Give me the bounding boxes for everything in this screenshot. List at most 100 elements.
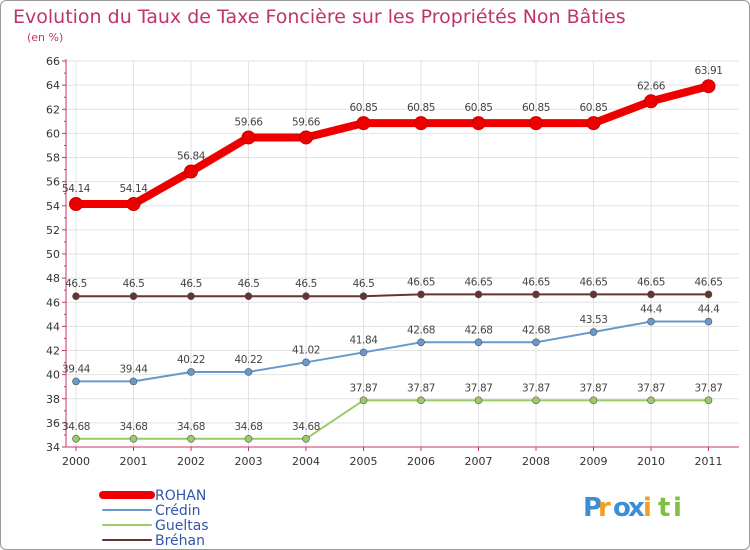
data-point bbox=[417, 290, 425, 299]
data-point bbox=[414, 116, 428, 131]
data-label: 34.68 bbox=[292, 421, 320, 433]
data-point bbox=[359, 348, 368, 357]
data-label: 59.66 bbox=[234, 116, 263, 128]
legend-label: Crédin bbox=[155, 503, 201, 519]
data-label: 37.87 bbox=[522, 382, 550, 394]
legend-label: Gueltas bbox=[155, 518, 209, 534]
data-label: 39.44 bbox=[119, 363, 148, 375]
data-label: 37.87 bbox=[464, 382, 492, 394]
data-label: 60.85 bbox=[579, 102, 607, 114]
data-point bbox=[647, 396, 655, 405]
data-label: 43.53 bbox=[579, 314, 607, 326]
y-tick-label: 44 bbox=[46, 320, 60, 333]
x-tick-label: 2003 bbox=[235, 455, 263, 468]
data-point bbox=[417, 338, 425, 347]
data-label: 41.84 bbox=[349, 334, 378, 346]
x-tick-label: 2000 bbox=[62, 455, 90, 468]
logo-letter: i bbox=[673, 493, 682, 523]
data-point bbox=[126, 197, 141, 212]
data-label: 34.68 bbox=[234, 421, 262, 433]
data-point bbox=[69, 197, 83, 212]
data-label: 46.65 bbox=[579, 276, 607, 288]
data-point bbox=[532, 290, 540, 299]
data-label: 46.5 bbox=[353, 278, 375, 290]
data-point bbox=[187, 434, 195, 443]
data-point bbox=[471, 116, 486, 131]
data-point bbox=[299, 130, 313, 145]
data-point bbox=[72, 377, 80, 386]
data-label: 46.65 bbox=[522, 276, 550, 288]
data-label: 41.02 bbox=[292, 344, 320, 356]
data-point bbox=[244, 368, 253, 376]
data-point bbox=[129, 434, 138, 443]
y-tick-label: 56 bbox=[46, 176, 60, 189]
value-labels: 34.68 34.68 34.68 34.68 34.68 37.87 37.87 37.87… bbox=[62, 65, 723, 433]
data-label: 46.65 bbox=[407, 276, 435, 288]
y-tick-label: 36 bbox=[46, 417, 60, 430]
data-point bbox=[589, 290, 598, 299]
x-tick-label: 2010 bbox=[637, 455, 665, 468]
y-tick-label: 42 bbox=[46, 345, 60, 358]
data-point bbox=[589, 396, 598, 405]
data-point bbox=[586, 116, 601, 131]
data-label: 46.5 bbox=[238, 278, 260, 290]
data-label: 40.22 bbox=[177, 354, 205, 366]
logo-letter: r bbox=[598, 493, 611, 523]
data-label: 59.66 bbox=[292, 116, 321, 128]
y-tick-label: 40 bbox=[46, 369, 60, 382]
data-label: 37.87 bbox=[407, 382, 435, 394]
x-tick-label: 2004 bbox=[292, 455, 320, 468]
data-point bbox=[302, 292, 310, 301]
y-tick-label: 38 bbox=[46, 393, 60, 406]
data-label: 44.4 bbox=[640, 304, 662, 316]
data-label: 60.85 bbox=[407, 102, 435, 114]
y-tick-label: 62 bbox=[46, 103, 60, 116]
chart-title: Evolution du Taux de Taxe Foncière sur l… bbox=[13, 6, 626, 28]
data-label: 46.5 bbox=[295, 278, 317, 290]
data-label: 34.68 bbox=[177, 421, 205, 433]
data-label: 42.68 bbox=[407, 324, 435, 336]
series-line-bréhan bbox=[75, 293, 710, 298]
y-tick-label: 48 bbox=[46, 272, 60, 285]
data-point bbox=[532, 338, 540, 347]
y-tick-label: 52 bbox=[46, 224, 60, 237]
data-label: 56.84 bbox=[177, 150, 206, 162]
data-point bbox=[704, 396, 713, 405]
data-point bbox=[359, 292, 368, 301]
data-label: 54.14 bbox=[62, 183, 91, 195]
y-tick-label: 50 bbox=[46, 248, 60, 261]
data-label: 37.87 bbox=[579, 382, 607, 394]
data-point bbox=[244, 434, 253, 443]
y-tick-label: 60 bbox=[46, 127, 60, 140]
logo-letter: o bbox=[613, 493, 631, 523]
data-point bbox=[356, 116, 371, 131]
data-point bbox=[187, 368, 195, 376]
data-label: 39.44 bbox=[62, 363, 91, 375]
y-tick-label: 64 bbox=[46, 79, 60, 92]
axes: 34 36 38 40 42 44 46 48 50 52 54 56 58 60 62 64 66 2000 20… bbox=[46, 55, 739, 468]
data-label: 60.85 bbox=[349, 102, 377, 114]
legend-label: ROHAN bbox=[155, 488, 206, 504]
data-point bbox=[704, 317, 713, 326]
y-tick-label: 54 bbox=[46, 200, 60, 213]
data-point bbox=[701, 79, 716, 94]
y-tick-label: 58 bbox=[46, 152, 60, 165]
data-point bbox=[704, 290, 713, 299]
series-group bbox=[69, 79, 716, 443]
data-label: 54.14 bbox=[119, 183, 148, 195]
legend-label: Bréhan bbox=[155, 533, 205, 549]
data-label: 46.65 bbox=[464, 276, 492, 288]
data-label: 63.91 bbox=[694, 65, 722, 77]
y-tick-label: 46 bbox=[46, 296, 60, 309]
data-label: 46.65 bbox=[637, 276, 665, 288]
data-label: 62.66 bbox=[637, 80, 666, 92]
data-point bbox=[129, 377, 138, 386]
data-label: 44.4 bbox=[698, 304, 720, 316]
data-label: 37.87 bbox=[694, 382, 722, 394]
y-tick-label: 66 bbox=[46, 55, 60, 68]
data-point bbox=[417, 396, 425, 405]
data-label: 40.22 bbox=[234, 354, 262, 366]
data-label: 60.85 bbox=[464, 102, 492, 114]
